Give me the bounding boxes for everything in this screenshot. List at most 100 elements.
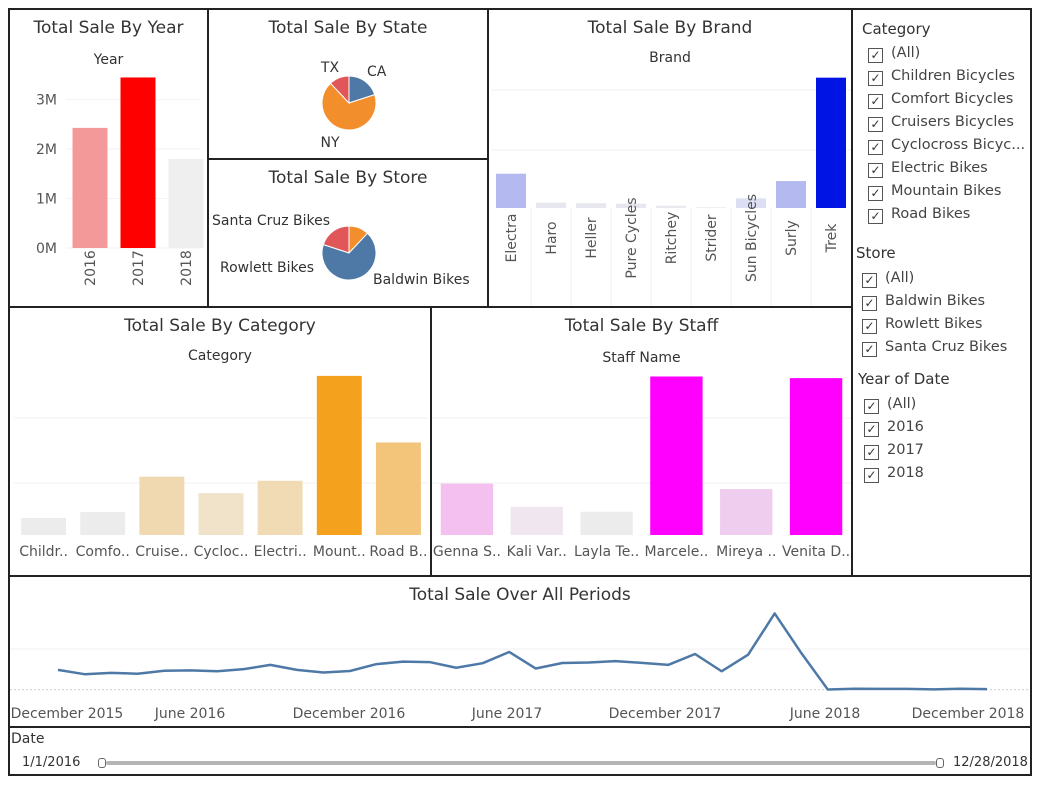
bar: [816, 77, 846, 209]
filter-option-store[interactable]: ✓ Santa Cruz Bikes: [862, 339, 1007, 357]
bar: [776, 181, 806, 208]
filter-option-year[interactable]: ✓ (All): [864, 396, 916, 414]
x-tick-label: June 2017: [471, 706, 543, 722]
checkbox-icon[interactable]: ✓: [868, 94, 883, 109]
x-tick-label: Sun Bicycles: [744, 194, 760, 282]
bar: [198, 493, 244, 535]
year-bar: [120, 77, 156, 248]
filter-option-label: 2016: [887, 419, 924, 435]
filter-option-category[interactable]: ✓ Cyclocross Bicyc...: [868, 137, 1025, 155]
store-filter-title: Store: [856, 244, 896, 262]
filter-option-label: Electric Bikes: [891, 160, 988, 176]
panel-sale-by-category: Total Sale By Category Category Childr..…: [8, 306, 432, 577]
date-start-handle[interactable]: [98, 758, 106, 768]
x-tick-label: Ritchey: [664, 212, 680, 265]
x-tick-label: Road B..: [369, 544, 427, 560]
chart-subtitle: Brand: [649, 50, 691, 66]
checkbox-icon[interactable]: ✓: [868, 186, 883, 201]
pie-slice: [329, 75, 350, 105]
sales-line: [57, 612, 988, 691]
filter-option-label: Santa Cruz Bikes: [885, 339, 1008, 355]
filter-option-year[interactable]: ✓ 2018: [864, 465, 924, 483]
category-filter-title: Category: [862, 20, 931, 38]
y-tick-label: 3M: [36, 93, 57, 109]
filter-option-label: Children Bicycles: [891, 68, 1015, 84]
pie-label: Santa Cruz Bikes: [212, 213, 330, 229]
pie-label: TX: [320, 60, 340, 76]
y-tick-label: 0M: [36, 241, 57, 257]
y-tick-label: 2M: [36, 142, 57, 158]
filter-option-category[interactable]: ✓ Electric Bikes: [868, 160, 988, 178]
filter-option-label: 2018: [887, 465, 924, 481]
pie-label: Baldwin Bikes: [373, 272, 470, 288]
checkbox-icon[interactable]: ✓: [864, 468, 879, 483]
date-range-slider[interactable]: [106, 761, 936, 765]
filter-option-label: (All): [887, 396, 917, 412]
date-end-label: 12/28/2018: [953, 755, 1028, 770]
checkbox-icon[interactable]: ✓: [868, 140, 883, 155]
checkbox-icon[interactable]: ✓: [868, 163, 883, 178]
pie-label: CA: [367, 64, 387, 80]
checkbox-icon[interactable]: ✓: [868, 48, 883, 63]
pie-label: Rowlett Bikes: [220, 260, 314, 276]
filter-option-category[interactable]: ✓ (All): [868, 45, 920, 63]
bar: [375, 442, 421, 535]
checkbox-icon[interactable]: ✓: [862, 296, 877, 311]
panel-sale-by-year: Total Sale By Year Year 0M 1M 2M 3M 2016 2017…: [8, 8, 209, 308]
staff-bar-chart: Genna S.. Kali Var.. Layla Te.. Marcele.. Mi…: [432, 376, 851, 560]
bar: [580, 511, 633, 535]
filter-option-label: 2017: [887, 442, 924, 458]
chart-title: Total Sale By State: [268, 18, 428, 38]
chart-subtitle: Staff Name: [602, 350, 681, 366]
date-end-handle[interactable]: [936, 758, 944, 768]
x-tick-label: Strider: [704, 214, 720, 262]
x-tick-label: Mount..: [313, 544, 366, 560]
x-tick-label: Electra: [504, 214, 520, 263]
x-tick-label: 2017: [131, 250, 147, 286]
date-filter-panel: Date 1/1/2016 12/28/2018: [8, 726, 1032, 776]
pie-label: NY: [320, 135, 339, 151]
checkbox-icon[interactable]: ✓: [864, 422, 879, 437]
x-tick-label: Electri..: [254, 544, 307, 560]
x-tick-label: Genna S..: [433, 544, 501, 560]
checkbox-icon[interactable]: ✓: [862, 319, 877, 334]
filter-option-category[interactable]: ✓ Mountain Bikes: [868, 183, 1002, 201]
chart-title: Total Sale By Staff: [564, 316, 719, 336]
filter-option-store[interactable]: ✓ Baldwin Bikes: [862, 293, 985, 311]
checkbox-icon[interactable]: ✓: [868, 209, 883, 224]
checkbox-icon[interactable]: ✓: [862, 273, 877, 288]
filter-option-year[interactable]: ✓ 2016: [864, 419, 924, 437]
y-tick-label: 1M: [36, 192, 57, 208]
filter-option-label: Road Bikes: [891, 206, 971, 222]
bar: [656, 205, 686, 208]
state-pie-chart: CA NY TX: [320, 60, 387, 151]
checkbox-icon[interactable]: ✓: [862, 342, 877, 357]
filter-option-category[interactable]: ✓ Cruisers Bicycles: [868, 114, 1014, 132]
checkbox-icon[interactable]: ✓: [864, 399, 879, 414]
bar: [789, 378, 843, 535]
checkbox-icon[interactable]: ✓: [868, 71, 883, 86]
filter-option-year[interactable]: ✓ 2017: [864, 442, 924, 460]
panel-sale-by-store: Total Sale By Store Santa Cruz Bikes Rowl…: [207, 158, 489, 308]
filter-option-category[interactable]: ✓ Comfort Bicycles: [868, 91, 1013, 109]
filter-option-store[interactable]: ✓ (All): [862, 270, 914, 288]
filter-option-store[interactable]: ✓ Rowlett Bikes: [862, 316, 982, 334]
year-bar-chart: 0M 1M 2M 3M 2016 2017 2018: [36, 77, 204, 286]
pie-slice: [321, 82, 377, 131]
bar: [139, 476, 185, 535]
x-tick-label: Cycloc..: [194, 544, 249, 560]
bar: [440, 483, 494, 535]
filter-option-category[interactable]: ✓ Road Bikes: [868, 206, 970, 224]
x-tick-label: December 2015: [11, 706, 124, 722]
chart-subtitle: Year: [93, 52, 124, 68]
bar: [257, 480, 303, 535]
filter-option-category[interactable]: ✓ Children Bicycles: [868, 68, 1015, 86]
panel-sale-by-staff: Total Sale By Staff Staff Name Genna S..…: [430, 306, 853, 577]
year-bar: [168, 159, 204, 248]
checkbox-icon[interactable]: ✓: [864, 445, 879, 460]
bar: [576, 203, 606, 208]
year-filter-title: Year of Date: [858, 370, 950, 388]
x-tick-label: Heller: [584, 217, 600, 259]
checkbox-icon[interactable]: ✓: [868, 117, 883, 132]
x-tick-label: Surly: [784, 220, 800, 256]
